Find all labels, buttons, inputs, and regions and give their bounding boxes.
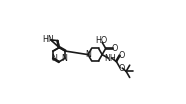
Text: O: O [111, 44, 118, 53]
Text: N: N [51, 54, 57, 63]
Text: N: N [62, 54, 68, 63]
Text: O: O [119, 51, 125, 60]
Text: HN: HN [42, 35, 54, 44]
Text: N: N [85, 50, 91, 59]
Text: NH: NH [105, 54, 116, 63]
Text: HO: HO [95, 36, 108, 45]
Text: O: O [118, 64, 125, 73]
